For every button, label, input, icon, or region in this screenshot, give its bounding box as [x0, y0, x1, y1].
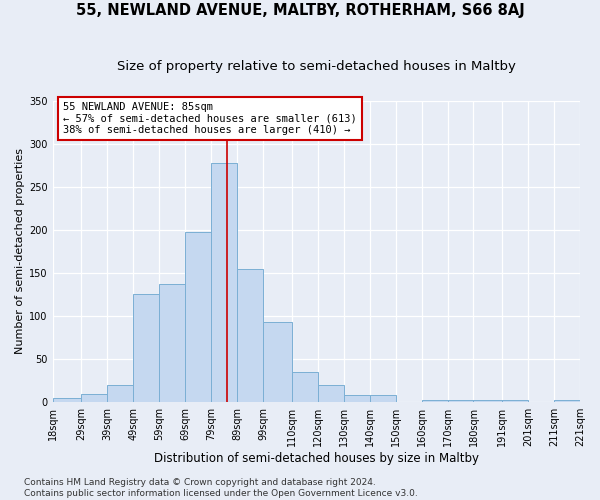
Bar [53, 398, 81, 402]
Bar [263, 322, 292, 402]
Bar [502, 400, 528, 402]
Bar [344, 396, 370, 402]
Bar [211, 162, 237, 402]
Bar [422, 400, 448, 402]
Y-axis label: Number of semi-detached properties: Number of semi-detached properties [15, 148, 25, 354]
Bar [107, 385, 133, 402]
Title: Size of property relative to semi-detached houses in Maltby: Size of property relative to semi-detach… [117, 60, 516, 73]
Text: 55 NEWLAND AVENUE: 85sqm
← 57% of semi-detached houses are smaller (613)
38% of : 55 NEWLAND AVENUE: 85sqm ← 57% of semi-d… [63, 102, 357, 136]
Bar [317, 385, 344, 402]
Bar [133, 294, 159, 402]
X-axis label: Distribution of semi-detached houses by size in Maltby: Distribution of semi-detached houses by … [154, 452, 479, 465]
Bar [370, 396, 395, 402]
Bar [292, 372, 317, 402]
Bar [81, 394, 107, 402]
Bar [185, 232, 211, 402]
Text: Contains HM Land Registry data © Crown copyright and database right 2024.
Contai: Contains HM Land Registry data © Crown c… [24, 478, 418, 498]
Bar [473, 400, 502, 402]
Bar [554, 400, 580, 402]
Bar [448, 400, 473, 402]
Text: 55, NEWLAND AVENUE, MALTBY, ROTHERHAM, S66 8AJ: 55, NEWLAND AVENUE, MALTBY, ROTHERHAM, S… [76, 2, 524, 18]
Bar [159, 284, 185, 402]
Bar [237, 268, 263, 402]
